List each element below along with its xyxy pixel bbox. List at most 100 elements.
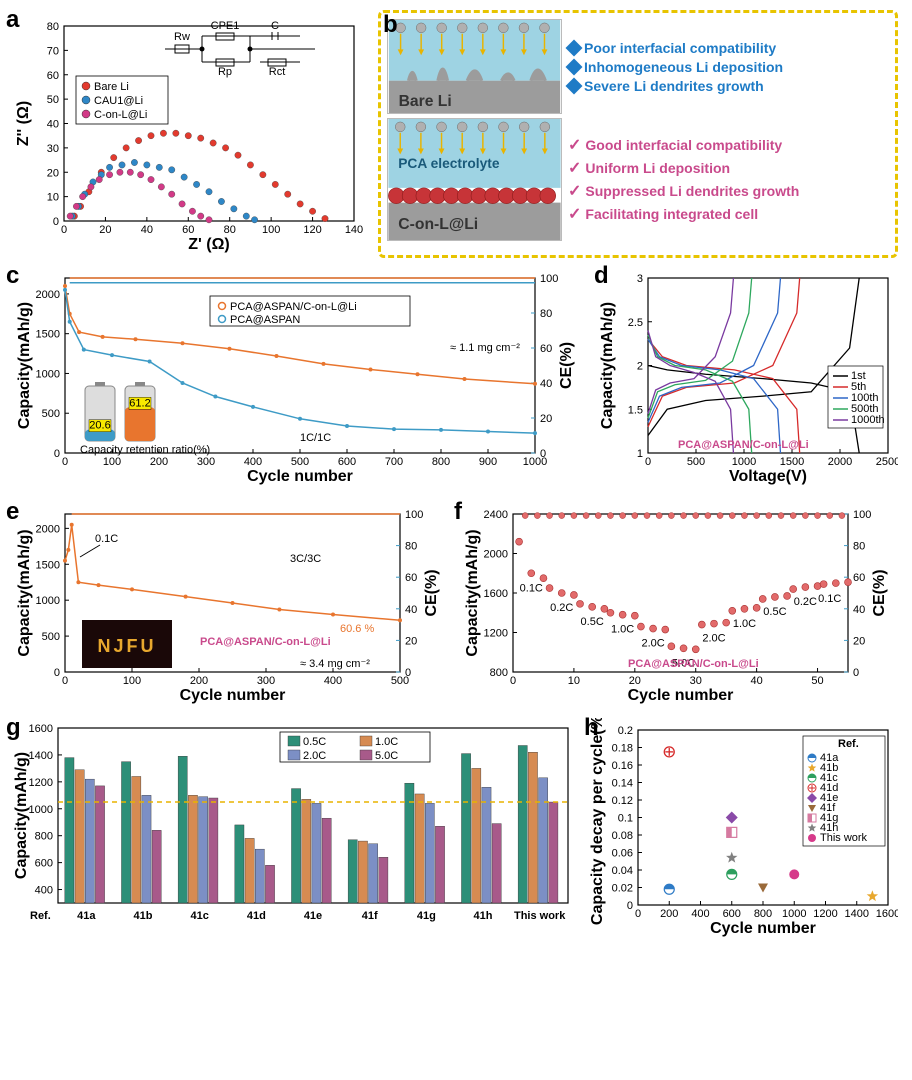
svg-text:1.0C: 1.0C	[375, 736, 398, 748]
svg-text:300: 300	[257, 675, 275, 687]
svg-text:100: 100	[853, 509, 871, 521]
svg-text:≈ 3.4 mg cm⁻²: ≈ 3.4 mg cm⁻²	[300, 658, 370, 670]
svg-text:0.14: 0.14	[612, 778, 633, 790]
svg-text:800: 800	[490, 667, 508, 679]
bullets-conl: ✓Good interfacial compatibility✓Uniform …	[568, 135, 799, 224]
svg-text:80: 80	[540, 308, 552, 320]
svg-text:1500: 1500	[36, 329, 60, 341]
svg-text:0: 0	[540, 448, 546, 460]
svg-text:60.6 %: 60.6 %	[340, 623, 374, 635]
svg-text:20: 20	[629, 675, 641, 687]
svg-text:Ref.: Ref.	[30, 910, 51, 922]
svg-text:61.2: 61.2	[129, 397, 150, 409]
svg-text:0: 0	[53, 216, 59, 228]
svg-text:140: 140	[345, 224, 363, 236]
svg-text:20: 20	[853, 635, 865, 647]
svg-text:20: 20	[47, 167, 59, 179]
svg-text:Cycle number: Cycle number	[628, 687, 734, 704]
svg-text:This work: This work	[514, 910, 566, 922]
panel-a: a 02040608010012014001020304050607080Z' …	[10, 10, 370, 260]
chart-a-nyquist: 02040608010012014001020304050607080Z' (Ω…	[10, 10, 370, 260]
svg-text:0.1C: 0.1C	[95, 533, 118, 545]
chart-f-rate: 010203040508001200160020002400Cycle numb…	[458, 502, 898, 712]
svg-text:1: 1	[637, 448, 643, 460]
svg-text:This work: This work	[820, 832, 868, 844]
row-2: c 01002003004005006007008009001000050010…	[10, 266, 902, 496]
svg-text:200: 200	[190, 675, 208, 687]
svg-text:0.2: 0.2	[618, 725, 633, 737]
svg-text:1000th: 1000th	[851, 414, 885, 426]
panel-e-label: e	[6, 498, 19, 526]
svg-text:1600: 1600	[484, 588, 508, 600]
svg-text:Capacity(mAh/g): Capacity(mAh/g)	[599, 302, 616, 429]
schem-bare-box: Bare Li	[387, 19, 562, 114]
svg-text:0.08: 0.08	[612, 830, 633, 842]
svg-text:PCA@ASPAN/C-on-L@Li: PCA@ASPAN/C-on-L@Li	[628, 658, 759, 670]
svg-text:500: 500	[687, 456, 705, 468]
svg-text:1.0C: 1.0C	[611, 624, 634, 636]
svg-text:40: 40	[853, 604, 865, 616]
svg-text:3: 3	[637, 273, 643, 285]
svg-text:0: 0	[62, 675, 68, 687]
svg-text:1.5: 1.5	[628, 404, 643, 416]
svg-text:400: 400	[244, 456, 262, 468]
panel-e: e 01002003004005000500100015002000Cycle …	[10, 502, 450, 712]
svg-text:600: 600	[35, 858, 53, 870]
svg-text:400: 400	[35, 885, 53, 897]
svg-text:Rct: Rct	[269, 66, 286, 78]
svg-text:Capacity(mAh/g): Capacity(mAh/g)	[16, 529, 33, 656]
schem-conl-box: PCA electrolyteC-on-L@Li	[387, 118, 562, 241]
svg-text:0: 0	[54, 667, 60, 679]
svg-text:2: 2	[637, 361, 643, 373]
svg-text:40: 40	[47, 119, 59, 131]
schem-conl: PCA electrolyteC-on-L@Li ✓Good interfaci…	[387, 118, 889, 241]
svg-text:50: 50	[811, 675, 823, 687]
chart-h-decay: 0200400600800100012001400160000.020.040.…	[588, 718, 898, 948]
svg-text:1200: 1200	[813, 908, 837, 920]
svg-text:40: 40	[540, 378, 552, 390]
svg-text:Ref.: Ref.	[838, 738, 859, 750]
svg-text:400: 400	[324, 675, 342, 687]
panel-d-label: d	[594, 262, 609, 290]
svg-text:2.0C: 2.0C	[641, 638, 664, 650]
svg-text:60: 60	[182, 224, 194, 236]
svg-text:100: 100	[405, 509, 423, 521]
svg-text:0.5C: 0.5C	[303, 736, 326, 748]
svg-text:CPE1: CPE1	[211, 20, 240, 32]
svg-text:0.1: 0.1	[618, 813, 633, 825]
svg-text:900: 900	[479, 456, 497, 468]
svg-text:CE(%): CE(%)	[423, 569, 440, 616]
svg-text:60: 60	[540, 343, 552, 355]
svg-text:1600: 1600	[876, 908, 898, 920]
svg-text:800: 800	[754, 908, 772, 920]
svg-text:1600: 1600	[29, 723, 53, 735]
svg-text:Z' (Ω): Z' (Ω)	[188, 236, 230, 253]
chart-c-cycling: 0100200300400500600700800900100005001000…	[10, 266, 590, 496]
svg-text:600: 600	[338, 456, 356, 468]
svg-text:0.06: 0.06	[612, 848, 633, 860]
svg-text:0.12: 0.12	[612, 795, 633, 807]
svg-text:C: C	[271, 20, 279, 32]
svg-text:0.2C: 0.2C	[550, 602, 573, 614]
svg-text:3C/3C: 3C/3C	[290, 553, 321, 565]
svg-text:0.2C: 0.2C	[794, 596, 817, 608]
svg-text:Cycle number: Cycle number	[247, 468, 353, 485]
svg-text:0.1C: 0.1C	[818, 593, 841, 605]
svg-text:Cycle number: Cycle number	[180, 687, 286, 704]
svg-text:60: 60	[853, 572, 865, 584]
svg-text:0.5C: 0.5C	[581, 616, 604, 628]
svg-text:Capacity retention ratio(%): Capacity retention ratio(%)	[80, 444, 210, 456]
svg-text:1400: 1400	[29, 750, 53, 762]
svg-text:C-on-L@Li: C-on-L@Li	[94, 109, 147, 121]
svg-text:2000: 2000	[828, 456, 852, 468]
svg-text:C-on-L@Li: C-on-L@Li	[398, 216, 478, 233]
svg-text:CE(%): CE(%)	[558, 342, 575, 389]
svg-text:PCA@ASPAN/C-on-L@Li: PCA@ASPAN/C-on-L@Li	[200, 636, 331, 648]
svg-text:80: 80	[405, 541, 417, 553]
svg-text:0: 0	[62, 456, 68, 468]
svg-text:20: 20	[540, 413, 552, 425]
svg-text:2000: 2000	[484, 549, 508, 561]
svg-text:2000: 2000	[36, 523, 60, 535]
svg-text:800: 800	[35, 831, 53, 843]
svg-text:1500: 1500	[780, 456, 804, 468]
